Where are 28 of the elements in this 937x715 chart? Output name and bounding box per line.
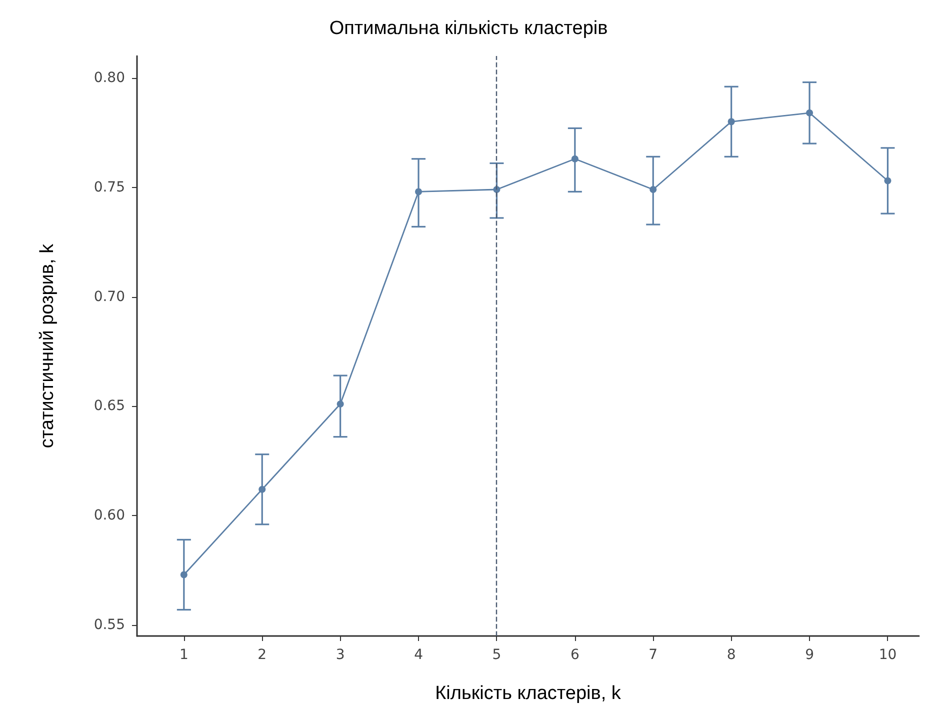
x-tick-label: 6 [570, 647, 580, 663]
point [884, 177, 892, 184]
y-tick-label: 0.75 [94, 179, 125, 196]
x-tick-label: 3 [336, 647, 345, 663]
y-tick-label: 0.70 [94, 288, 125, 305]
x-tick-label: 9 [805, 647, 814, 663]
point [258, 486, 266, 493]
x-tick-label: 1 [179, 647, 188, 663]
point [336, 400, 344, 408]
point [415, 188, 422, 196]
y-tick-label: 0.65 [94, 398, 125, 414]
point [180, 571, 188, 578]
x-tick-label: 2 [258, 647, 267, 663]
x-tick-label: 5 [492, 647, 502, 663]
point [728, 118, 735, 126]
y-tick-label: 0.60 [94, 508, 125, 524]
y-tick-label: 0.55 [94, 617, 125, 634]
x-tick-label: 8 [726, 647, 736, 663]
x-tick-label: 4 [414, 647, 424, 663]
point [571, 155, 578, 162]
chart-title: Оптимальна кількість кластерів [329, 18, 608, 39]
y-tick-label: 0.80 [94, 70, 125, 86]
x-tick-label: 7 [648, 647, 658, 663]
y-axis-title: статистичний розрив, k [37, 243, 58, 448]
x-axis-title: Кількість кластерів, k [435, 683, 622, 704]
point [806, 109, 814, 116]
x-tick-label: 10 [878, 647, 897, 663]
point [650, 186, 657, 194]
